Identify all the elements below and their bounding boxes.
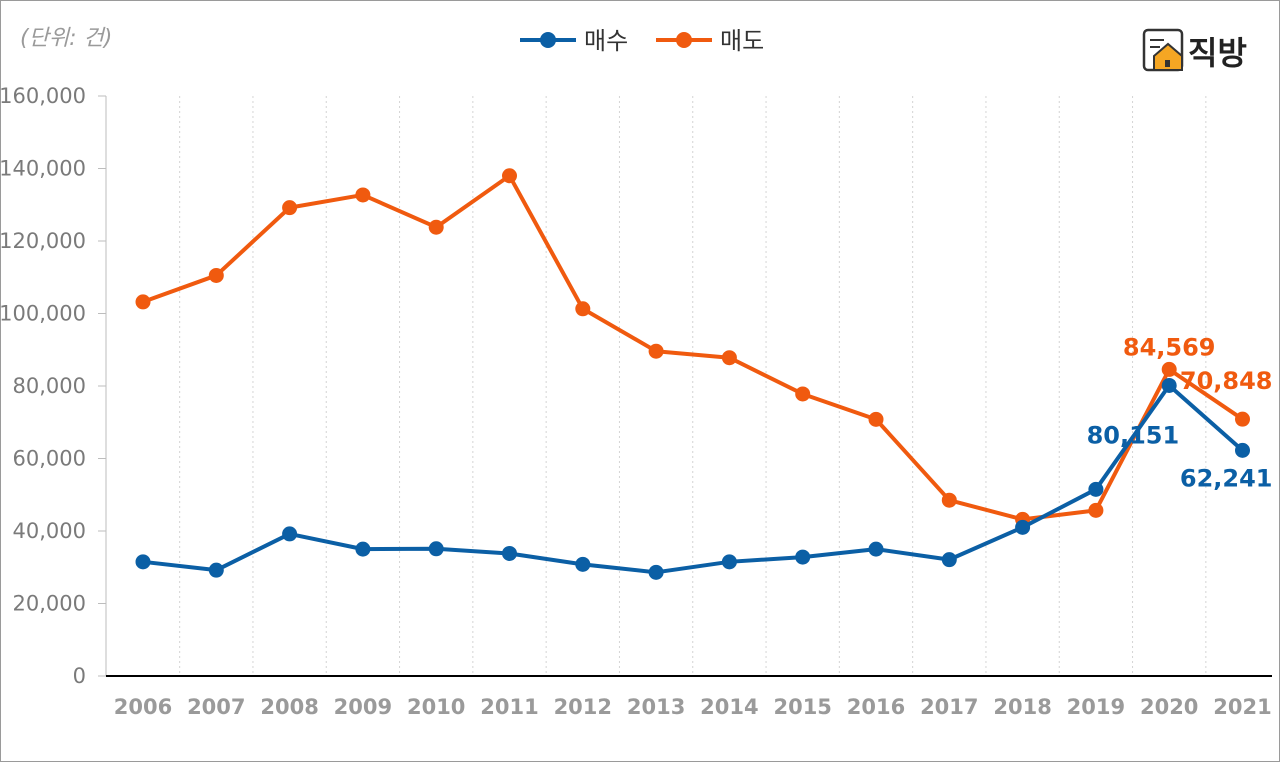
x-tick-label: 2019 bbox=[1067, 695, 1125, 719]
y-tick-label: 80,000 bbox=[13, 374, 86, 398]
data-point bbox=[208, 562, 224, 578]
y-tick-label: 140,000 bbox=[0, 157, 86, 181]
data-point bbox=[135, 554, 151, 570]
data-label: 80,151 bbox=[1087, 421, 1180, 449]
data-point bbox=[575, 556, 591, 572]
data-label: 70,848 bbox=[1180, 367, 1273, 395]
x-tick-label: 2015 bbox=[773, 695, 831, 719]
x-tick-label: 2016 bbox=[847, 695, 905, 719]
data-point bbox=[282, 200, 298, 216]
x-tick-label: 2010 bbox=[407, 695, 465, 719]
data-point bbox=[1088, 502, 1104, 518]
data-point bbox=[428, 219, 444, 235]
logo-text: 직방 bbox=[1188, 34, 1247, 72]
series-line bbox=[142, 383, 1244, 575]
data-point bbox=[795, 549, 811, 565]
data-point bbox=[355, 187, 371, 203]
series-group bbox=[135, 168, 1250, 580]
data-point bbox=[135, 294, 151, 310]
x-tick-label: 2021 bbox=[1213, 695, 1271, 719]
x-tick-label: 2012 bbox=[554, 695, 612, 719]
data-point bbox=[868, 541, 884, 557]
house-icon bbox=[1142, 28, 1184, 72]
data-point bbox=[721, 554, 737, 570]
series-line bbox=[142, 173, 1244, 522]
data-point bbox=[208, 267, 224, 283]
data-point bbox=[795, 386, 811, 402]
data-point bbox=[648, 564, 664, 580]
x-tick-label: 2014 bbox=[700, 695, 758, 719]
y-tick-label: 40,000 bbox=[13, 519, 86, 543]
data-label: 84,569 bbox=[1123, 333, 1216, 361]
y-tick-label: 0 bbox=[73, 664, 86, 688]
data-point bbox=[941, 492, 957, 508]
data-point bbox=[1235, 411, 1250, 427]
legend-marker-buy bbox=[540, 32, 556, 48]
data-label: 62,241 bbox=[1180, 464, 1273, 492]
data-point bbox=[648, 343, 664, 359]
legend-item-buy: 매수 bbox=[520, 27, 628, 55]
series-sell bbox=[135, 168, 1250, 527]
legend-label-buy: 매수 bbox=[584, 27, 628, 55]
x-tick-label: 2007 bbox=[187, 695, 245, 719]
data-point bbox=[428, 541, 444, 557]
data-point bbox=[355, 541, 371, 557]
legend-marker-sell bbox=[676, 32, 692, 48]
y-tick-label: 20,000 bbox=[13, 592, 86, 616]
x-tick-label: 2011 bbox=[480, 695, 538, 719]
data-point bbox=[721, 350, 737, 366]
grid bbox=[179, 96, 1207, 676]
data-point bbox=[1088, 481, 1104, 497]
legend: 매수 매도 bbox=[520, 27, 764, 55]
series-buy bbox=[135, 377, 1250, 580]
y-axis: 0 20,000 40,000 60,000 80,000 100,000 120,000 1… bbox=[0, 84, 107, 688]
legend-label-sell: 매도 bbox=[720, 27, 764, 55]
data-point bbox=[1015, 519, 1031, 535]
x-axis: 2006 2007 2008 2009 2010 2011 2012 2013 2014 2015… bbox=[106, 675, 1272, 719]
logo: 직방 bbox=[1142, 28, 1247, 72]
x-tick-label: 2017 bbox=[920, 695, 978, 719]
data-point bbox=[1161, 377, 1177, 393]
data-point bbox=[1161, 361, 1177, 377]
y-tick-label: 100,000 bbox=[0, 302, 86, 326]
data-point bbox=[1235, 442, 1250, 458]
x-tick-label: 2020 bbox=[1140, 695, 1198, 719]
data-point bbox=[502, 545, 517, 561]
data-point bbox=[941, 552, 957, 568]
x-tick-label: 2009 bbox=[334, 695, 392, 719]
y-tick-label: 120,000 bbox=[0, 229, 86, 253]
x-tick-label: 2013 bbox=[627, 695, 685, 719]
x-tick-label: 2006 bbox=[114, 695, 172, 719]
y-tick-label: 160,000 bbox=[0, 84, 86, 108]
y-tick-label: 60,000 bbox=[13, 447, 86, 471]
unit-label: (단위: 건) bbox=[20, 26, 112, 51]
data-point bbox=[502, 168, 517, 184]
legend-item-sell: 매도 bbox=[656, 27, 764, 55]
x-tick-label: 2008 bbox=[260, 695, 318, 719]
x-tick-label: 2018 bbox=[993, 695, 1051, 719]
data-point bbox=[575, 301, 591, 317]
data-point bbox=[282, 526, 298, 542]
data-point bbox=[868, 411, 884, 427]
